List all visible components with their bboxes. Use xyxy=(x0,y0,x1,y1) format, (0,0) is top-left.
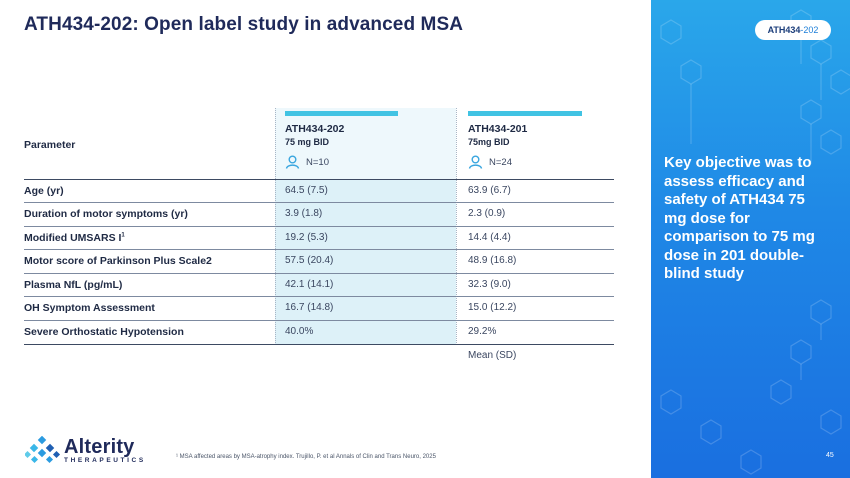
highlight-column-header-bg xyxy=(275,108,456,179)
row-label-umsars: Modified UMSARS I1 xyxy=(24,232,125,244)
person-icon xyxy=(285,155,300,169)
column-header-dose: 75 mg BID xyxy=(285,137,330,147)
cell-201-age: 63.9 (6.7) xyxy=(468,185,511,196)
row-label-oh-symptom: OH Symptom Assessment xyxy=(24,302,155,314)
cell-201-duration: 2.3 (0.9) xyxy=(468,208,506,219)
logo-wordmark: Alterity xyxy=(64,436,135,458)
sample-size: N=10 xyxy=(306,156,329,168)
row-label-age: Age (yr) xyxy=(24,185,64,197)
row-divider xyxy=(24,273,614,274)
footnote: ¹ MSA affected areas by MSA-atrophy inde… xyxy=(176,454,436,460)
cell-202-oh-symptom: 16.7 (14.8) xyxy=(285,302,334,313)
cell-201-umsars: 14.4 (4.4) xyxy=(468,232,511,243)
column-header-dose: 75mg BID xyxy=(468,137,510,147)
row-divider xyxy=(24,249,614,250)
hexagon-pattern xyxy=(660,9,850,475)
column-header-name: ATH434-202 xyxy=(285,123,345,135)
cell-201-nfl: 32.3 (9.0) xyxy=(468,279,511,290)
row-divider xyxy=(24,296,614,297)
page-number: 45 xyxy=(826,452,834,459)
column-accent-bar xyxy=(468,111,582,116)
row-divider xyxy=(24,202,614,203)
cell-202-umsars: 19.2 (5.3) xyxy=(285,232,328,243)
column-header-name: ATH434-201 xyxy=(468,123,528,135)
cell-202-nfl: 42.1 (14.1) xyxy=(285,279,334,290)
row-divider xyxy=(24,226,614,227)
column-header-n: N=24 xyxy=(468,155,512,169)
sample-size: N=24 xyxy=(489,156,512,168)
cell-201-oh-symptom: 15.0 (12.2) xyxy=(468,302,517,313)
person-icon xyxy=(468,155,483,169)
cell-202-duration: 3.9 (1.8) xyxy=(285,208,323,219)
slide-title: ATH434-202: Open label study in advanced… xyxy=(24,14,464,35)
cell-201-motor-score: 48.9 (16.8) xyxy=(468,255,517,266)
cell-202-severe-oh: 40.0% xyxy=(285,326,314,337)
cell-201-severe-oh: 29.2% xyxy=(468,326,497,337)
key-objective-text: Key objective was to assess efficacy and… xyxy=(664,154,815,282)
row-label-motor-score: Motor score of Parkinson Plus Scale2 xyxy=(24,255,212,267)
side-panel xyxy=(651,0,850,478)
row-label-severe-oh: Severe Orthostatic Hypotension xyxy=(24,326,184,338)
study-tag: ATH434-202 xyxy=(755,20,831,40)
alterity-logo-icon xyxy=(25,436,61,464)
row-divider xyxy=(24,344,614,345)
cell-202-age: 64.5 (7.5) xyxy=(285,185,328,196)
row-label-nfl: Plasma NfL (pg/mL) xyxy=(24,279,123,291)
table-note: Mean (SD) xyxy=(468,350,517,361)
column-accent-bar xyxy=(285,111,398,116)
parameter-header: Parameter xyxy=(24,139,76,151)
row-label-duration: Duration of motor symptoms (yr) xyxy=(24,208,188,220)
row-divider xyxy=(24,320,614,321)
cell-202-motor-score: 57.5 (20.4) xyxy=(285,255,334,266)
logo-subtitle: THERAPEUTICS xyxy=(64,457,146,464)
column-header-n: N=10 xyxy=(285,155,329,169)
row-divider xyxy=(24,179,614,180)
